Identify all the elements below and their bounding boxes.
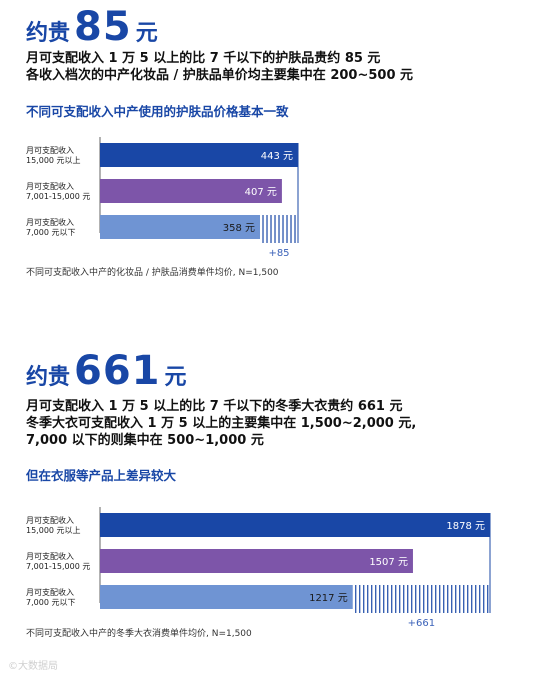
category-label: 月可支配收入 [26, 587, 74, 597]
description-line: 各收入档次的中产化妆品 / 护肤品单价均主要集中在 200~500 元 [26, 68, 414, 83]
bar [100, 585, 353, 609]
description-line: 冬季大衣可支配收入 1 万 5 以上的主要集中在 1,500~2,000 元, [26, 416, 417, 431]
category-label: 15,000 元以上 [26, 156, 81, 165]
category-label: 月可支配收入 [26, 515, 74, 525]
bar [100, 215, 261, 239]
value-label: 1878 元 [446, 521, 485, 532]
description-1: 月可支配收入 1 万 5 以上的比 7 千以下的护肤品贵约 85 元 各收入档次… [26, 50, 413, 84]
category-label: 7,001-15,000 元 [26, 192, 90, 201]
description-line: 月可支配收入 1 万 5 以上的比 7 千以下的护肤品贵约 85 元 [26, 51, 381, 66]
description-line: 7,000 以下的则集中在 500~1,000 元 [26, 433, 264, 448]
subtitle-2: 但在衣服等产品上差异较大 [26, 468, 177, 483]
value-label: 407 元 [245, 187, 277, 198]
category-label: 7,001-15,000 元 [26, 562, 90, 571]
subtitle-1: 不同可支配收入中产使用的护肤品价格基本一致 [26, 104, 289, 119]
value-label: 358 元 [223, 223, 255, 234]
bar [100, 549, 413, 573]
value-label: 1217 元 [309, 593, 348, 604]
category-label: 7,000 元以下 [26, 228, 75, 237]
bar [100, 143, 298, 167]
description-line: 月可支配收入 1 万 5 以上的比 7 千以下的冬季大衣贵约 661 元 [26, 399, 403, 414]
category-label: 15,000 元以上 [26, 526, 81, 535]
description-2: 月可支配收入 1 万 5 以上的比 7 千以下的冬季大衣贵约 661 元 冬季大… [26, 398, 416, 449]
watermark: ©大数据局 [8, 661, 58, 672]
headline-2: 约贵 661 元 [26, 348, 187, 394]
headline-1: 约贵 85 元 [26, 4, 158, 50]
headline-suffix: 元 [135, 21, 158, 46]
headline-prefix: 约贵 [26, 365, 71, 390]
value-label: 443 元 [261, 151, 293, 162]
headline-suffix: 元 [164, 365, 187, 390]
category-label: 7,000 元以下 [26, 598, 75, 607]
category-label: 月可支配收入 [26, 551, 74, 561]
headline-prefix: 约贵 [26, 21, 71, 46]
headline-number: 661 [74, 348, 161, 394]
category-label: 月可支配收入 [26, 145, 74, 155]
value-label: 1507 元 [369, 557, 408, 568]
category-label: 月可支配收入 [26, 217, 74, 227]
headline-number: 85 [74, 4, 132, 50]
difference-label: +85 [268, 248, 289, 259]
category-label: 月可支配收入 [26, 181, 74, 191]
difference-label: +661 [408, 618, 435, 629]
bar [100, 179, 282, 203]
chart-note-2: 不同可支配收入中产的冬季大衣消费单件均价, N=1,500 [26, 629, 252, 639]
bar [100, 513, 490, 537]
chart-note-1: 不同可支配收入中产的化妆品 / 护肤品消费单件均价, N=1,500 [26, 268, 279, 278]
